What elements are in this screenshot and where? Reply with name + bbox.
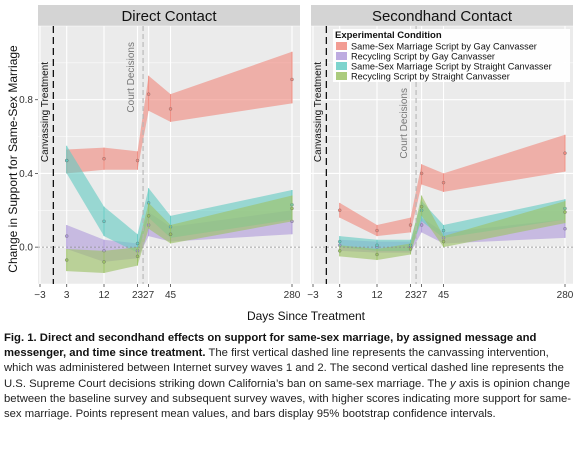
point-same-sex-marriage-script-by-straight-canvasser <box>338 239 342 244</box>
caption-body-2: axis is opinion change between the basel… <box>4 377 572 421</box>
point-same-sex-marriage-script-by-gay-canvasser <box>563 151 567 155</box>
point-same-sex-marriage-script-by-gay-canvasser <box>338 208 342 212</box>
x-tick-label: 3 <box>337 290 343 301</box>
point-same-sex-marriage-script-by-gay-canvasser <box>102 157 106 161</box>
y-tick-label: 0.0 <box>19 243 33 254</box>
x-tick-labels: −3 3 12 23 27 45 280 <box>34 284 301 301</box>
legend-box <box>333 29 570 82</box>
x-tick-label: 27 <box>143 290 155 301</box>
point-recycling-script-by-straight-canvasser <box>408 247 413 251</box>
legend-swatch <box>336 62 347 70</box>
panel-strip <box>38 5 300 26</box>
legend-label: Same-Sex Marriage Script by Gay Canvasse… <box>351 42 537 52</box>
point-recycling-script-by-gay-canvasser <box>65 234 69 238</box>
point-same-sex-marriage-script-by-straight-canvasser <box>102 219 106 223</box>
x-tick-label: 280 <box>284 290 301 301</box>
x-tick-label: 45 <box>438 290 450 301</box>
x-tick-labels: −3 3 12 23 27 45 280 <box>307 284 574 301</box>
band-same-sex-marriage-script-by-straight-canvasser <box>339 199 565 251</box>
reference-lines <box>38 26 300 284</box>
x-tick-label: 45 <box>165 290 177 301</box>
x-tick-label: 280 <box>557 290 574 301</box>
point-recycling-script-by-gay-canvasser <box>563 227 567 231</box>
point-recycling-script-by-straight-canvasser <box>441 239 446 244</box>
x-axis-title: Days Since Treatment <box>247 309 366 323</box>
legend-swatch <box>336 72 347 80</box>
x-tick-label: −3 <box>34 290 46 301</box>
point-recycling-script-by-straight-canvasser <box>102 260 106 264</box>
band-recycling-script-by-straight-canvasser <box>339 195 565 261</box>
legend-items: Same-Sex Marriage Script by Gay Canvasse… <box>336 42 552 82</box>
panel-direct-contact: Direct Contact 0.00.40.8 −3 3 12 23 27 45 280 … <box>19 5 301 301</box>
caption-title: Direct and secondhand effects on support… <box>4 332 537 360</box>
panel-secondhand-contact: Secondhand Contact −3 3 12 23 27 45 280 Canvas… <box>307 5 574 301</box>
point-same-sex-marriage-script-by-straight-canvasser <box>65 158 69 163</box>
point-same-sex-marriage-script-by-gay-canvasser <box>168 107 173 111</box>
point-same-sex-marriage-script-by-straight-canvasser <box>441 228 446 233</box>
legend-label: Recycling Script by Straight Canvasser <box>351 72 510 82</box>
legend-label: Same-Sex Marriage Script by Straight Can… <box>351 62 552 72</box>
y-tick-labels: 0.0 0.4 0.8 <box>19 95 38 254</box>
panel-strip <box>311 5 573 26</box>
point-same-sex-marriage-script-by-straight-canvasser <box>135 241 140 246</box>
canvassing-treatment-label: Canvassing Treatment <box>313 62 324 162</box>
legend-swatch <box>336 52 347 60</box>
figure-caption: Fig. 1. Direct and secondhand effects on… <box>4 331 574 422</box>
point-recycling-script-by-straight-canvasser <box>563 210 567 214</box>
point-recycling-script-by-straight-canvasser <box>168 232 173 236</box>
point-recycling-script-by-straight-canvasser <box>135 254 140 259</box>
point-recycling-script-by-straight-canvasser <box>290 206 294 211</box>
x-tick-label: 27 <box>416 290 428 301</box>
court-decisions-label: Court Decisions <box>126 42 137 113</box>
x-tick-label: 23 <box>405 290 417 301</box>
point-same-sex-marriage-script-by-gay-canvasser <box>375 228 379 233</box>
data-points <box>338 134 567 261</box>
caption-body-1: The first vertical dashed line represent… <box>4 347 564 390</box>
point-recycling-script-by-straight-canvasser <box>146 214 151 218</box>
canvassing-treatment-label: Canvassing Treatment <box>40 62 51 162</box>
caption-axis-letter: y <box>450 377 456 390</box>
y-tick-label: 0.8 <box>19 95 33 106</box>
point-same-sex-marriage-script-by-gay-canvasser <box>441 180 446 185</box>
figure: Change in Support for Same-Sex Marriage … <box>6 5 574 323</box>
point-recycling-script-by-straight-canvasser <box>338 249 342 253</box>
point-recycling-script-by-gay-canvasser <box>419 223 424 227</box>
x-tick-label: −3 <box>307 290 319 301</box>
x-tick-label: 12 <box>371 290 383 301</box>
point-same-sex-marriage-script-by-gay-canvasser <box>146 92 151 96</box>
legend: Experimental Condition Same-Sex Marriage… <box>333 29 570 82</box>
point-same-sex-marriage-script-by-gay-canvasser <box>419 171 424 176</box>
band-same-sex-marriage-script-by-gay-canvasser <box>339 134 565 237</box>
point-same-sex-marriage-script-by-gay-canvasser <box>290 77 294 82</box>
y-axis-title: Change in Support for Same-Sex Marriage <box>6 45 20 273</box>
panel-title: Secondhand Contact <box>372 8 513 25</box>
x-tick-label: 12 <box>98 290 110 301</box>
x-tick-label: 23 <box>132 290 144 301</box>
court-decisions-label: Court Decisions <box>399 88 410 159</box>
data-points <box>65 51 294 273</box>
legend-swatch <box>336 42 347 50</box>
point-recycling-script-by-straight-canvasser <box>65 258 69 262</box>
point-recycling-script-by-straight-canvasser <box>419 204 424 209</box>
legend-label: Recycling Script by Gay Canvasser <box>351 52 495 62</box>
legend-title: Experimental Condition <box>335 30 442 41</box>
band-recycling-script-by-straight-canvasser <box>66 195 292 273</box>
x-tick-label: 3 <box>64 290 70 301</box>
point-same-sex-marriage-script-by-gay-canvasser <box>135 158 140 163</box>
caption-label: Fig. 1. <box>4 332 37 344</box>
point-same-sex-marriage-script-by-gay-canvasser <box>408 223 413 227</box>
point-same-sex-marriage-script-by-straight-canvasser <box>375 243 379 247</box>
confidence-bands <box>66 51 292 273</box>
band-same-sex-marriage-script-by-gay-canvasser <box>66 51 292 174</box>
panel-title: Direct Contact <box>121 8 217 25</box>
y-tick-label: 0.4 <box>19 169 33 180</box>
point-recycling-script-by-straight-canvasser <box>375 252 379 257</box>
confidence-bands <box>339 134 565 261</box>
